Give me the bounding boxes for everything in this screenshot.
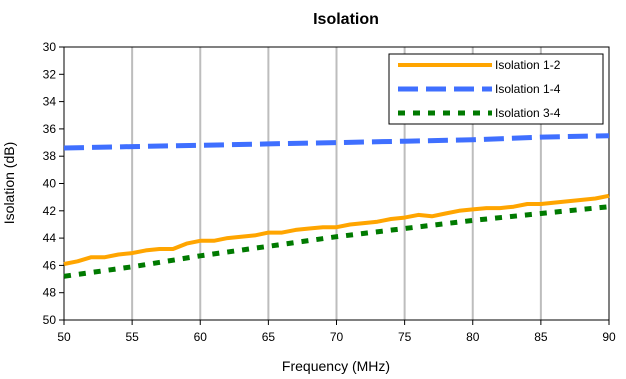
series-line-isolation-1-2: [63, 193, 610, 266]
chart-title: Isolation: [313, 11, 379, 28]
y-tick-label: 46: [43, 258, 57, 272]
legend-label: Isolation 1-4: [495, 82, 561, 96]
y-tick-label: 34: [43, 95, 57, 109]
y-tick-label: 50: [43, 313, 57, 327]
series-line-isolation-1-4: [63, 133, 610, 151]
y-tick-label: 32: [43, 67, 57, 81]
x-tick-label: 85: [534, 330, 548, 344]
series-layer: [63, 133, 610, 279]
series-line-isolation-3-4: [63, 204, 610, 279]
x-tick-label: 55: [125, 330, 139, 344]
y-tick-label: 38: [43, 149, 57, 163]
y-tick-label: 30: [43, 40, 57, 54]
x-tick-label: 75: [398, 330, 412, 344]
x-tick-label: 90: [602, 330, 616, 344]
y-axis-ticks: 30 32 34 36 38 40 42 44 46 48 50: [43, 40, 64, 327]
x-tick-label: 80: [466, 330, 480, 344]
legend: Isolation 1-2 Isolation 1-4 Isolation 3-4: [388, 53, 604, 125]
y-tick-label: 40: [43, 177, 57, 191]
x-tick-label: 50: [57, 330, 71, 344]
x-axis-ticks: 50 55 60 65 70 75 80 85 90: [57, 320, 616, 344]
y-tick-label: 48: [43, 286, 57, 300]
y-tick-label: 42: [43, 204, 57, 218]
y-axis-label: Isolation (dB): [1, 142, 17, 224]
legend-items: Isolation 1-2 Isolation 1-4 Isolation 3-4: [398, 58, 561, 120]
legend-label: Isolation 3-4: [495, 106, 561, 120]
x-tick-label: 65: [262, 330, 276, 344]
x-tick-label: 70: [330, 330, 344, 344]
x-axis-label: Frequency (MHz): [282, 358, 390, 374]
y-tick-label: 44: [43, 231, 57, 245]
legend-label: Isolation 1-2: [495, 58, 561, 72]
x-tick-label: 60: [194, 330, 208, 344]
y-tick-label: 36: [43, 122, 57, 136]
